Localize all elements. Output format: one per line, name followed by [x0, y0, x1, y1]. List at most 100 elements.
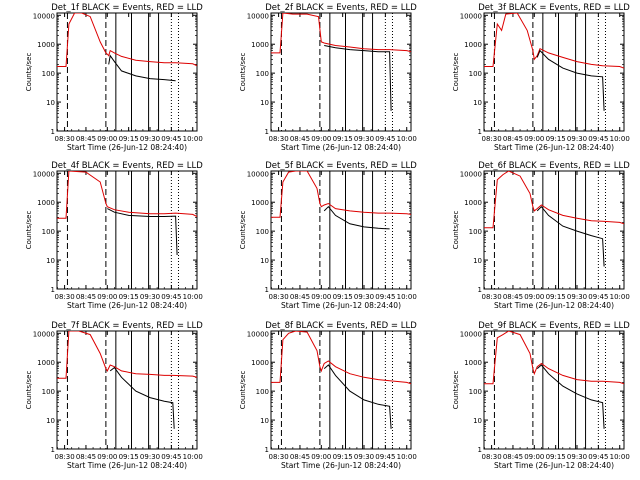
x-tick-label: 09:15 [119, 453, 139, 461]
x-tick-label: 08:30 [54, 135, 74, 143]
series-line-events [536, 364, 605, 429]
y-axis-label: Counts/sec [239, 371, 247, 410]
series-line-events [323, 364, 392, 429]
chart-title: Det_9f BLACK = Events, RED = LLD [478, 321, 630, 331]
series-line-lld [271, 331, 411, 385]
y-tick-label: 1000 [464, 199, 482, 207]
plot-frame [56, 330, 198, 450]
y-tick-label: 100 [469, 388, 482, 396]
series-line-events [109, 366, 175, 429]
chart-panel: Det_4f BLACK = Events, RED = LLD 1 10 100 10… [25, 161, 203, 310]
x-tick-label: 09:00 [524, 293, 544, 301]
chart-title: Det_4f BLACK = Events, RED = LLD [51, 161, 203, 171]
x-tick-label: 09:45 [588, 135, 608, 143]
x-tick-label: 09:15 [333, 453, 353, 461]
y-tick-label: 1000 [464, 41, 482, 49]
y-tick-label: 10000 [33, 170, 55, 178]
y-tick-label: 100 [42, 70, 55, 78]
x-tick-label: 08:30 [481, 453, 501, 461]
x-tick-label: 09:15 [546, 293, 566, 301]
x-tick-label: 09:00 [524, 453, 544, 461]
plot-frame [270, 330, 412, 450]
x-axis-label: Start Time (26-Jun-12 08:24:40) [281, 301, 401, 310]
x-tick-label: 08:30 [268, 293, 288, 301]
y-tick-label: 10000 [247, 170, 269, 178]
x-tick-label: 08:45 [290, 293, 310, 301]
x-tick-label: 10:00 [397, 453, 417, 461]
x-tick-label: 09:15 [333, 293, 353, 301]
chart-title: Det_8f BLACK = Events, RED = LLD [265, 321, 417, 331]
y-tick-label: 1000 [37, 41, 55, 49]
x-tick-label: 08:45 [290, 453, 310, 461]
series-line-lld [57, 171, 197, 219]
x-tick-label: 08:45 [503, 293, 523, 301]
y-tick-label: 1000 [251, 41, 269, 49]
x-tick-label: 08:30 [54, 293, 74, 301]
x-tick-label: 09:00 [97, 135, 117, 143]
chart-title: Det_3f BLACK = Events, RED = LLD [478, 3, 630, 13]
plot-frame [483, 330, 625, 450]
y-tick-label: 10 [473, 99, 482, 107]
x-tick-label: 09:30 [354, 453, 374, 461]
x-tick-label: 09:45 [161, 293, 181, 301]
x-tick-label: 09:30 [354, 135, 374, 143]
x-tick-label: 09:30 [567, 453, 587, 461]
chart-panel: Det_2f BLACK = Events, RED = LLD 1 10 100 10… [239, 3, 417, 152]
x-tick-label: 09:45 [588, 453, 608, 461]
series-line-lld [271, 13, 411, 54]
y-tick-label: 10 [46, 417, 55, 425]
series-line-events [323, 205, 390, 230]
y-axis-label: Counts/sec [239, 211, 247, 250]
x-tick-label: 09:00 [311, 453, 331, 461]
x-tick-label: 09:15 [546, 453, 566, 461]
chart-panel: Det_7f BLACK = Events, RED = LLD 1 10 100 10… [25, 321, 203, 470]
chart-title: Det_7f BLACK = Events, RED = LLD [51, 321, 203, 331]
y-tick-label: 100 [469, 70, 482, 78]
chart-title: Det_2f BLACK = Events, RED = LLD [265, 3, 417, 13]
x-tick-label: 08:45 [503, 453, 523, 461]
chart-panel: Det_3f BLACK = Events, RED = LLD 1 10 100 10… [452, 3, 630, 152]
x-axis-label: Start Time (26-Jun-12 08:24:40) [494, 143, 614, 152]
plot-frame [270, 12, 412, 132]
x-tick-label: 09:30 [140, 453, 160, 461]
series-line-events [536, 205, 605, 267]
x-axis-label: Start Time (26-Jun-12 08:24:40) [494, 301, 614, 310]
x-tick-label: 09:30 [140, 135, 160, 143]
series-line-lld [484, 13, 624, 69]
plot-frame [270, 170, 412, 290]
x-tick-label: 08:45 [290, 135, 310, 143]
x-tick-label: 08:30 [481, 293, 501, 301]
y-tick-label: 1 [265, 446, 269, 454]
y-tick-label: 1 [478, 286, 482, 294]
y-tick-label: 10000 [247, 330, 269, 338]
x-tick-label: 09:15 [119, 135, 139, 143]
y-tick-label: 10 [473, 257, 482, 265]
y-tick-label: 100 [256, 70, 269, 78]
x-tick-label: 09:00 [311, 135, 331, 143]
x-tick-label: 08:30 [268, 135, 288, 143]
y-axis-label: Counts/sec [452, 371, 460, 410]
x-tick-label: 09:45 [588, 293, 608, 301]
series-line-events [108, 54, 176, 82]
x-tick-label: 09:45 [375, 135, 395, 143]
x-tick-label: 08:45 [503, 135, 523, 143]
x-tick-label: 08:45 [76, 453, 96, 461]
x-tick-label: 10:00 [610, 293, 630, 301]
y-tick-label: 1000 [464, 359, 482, 367]
x-axis-label: Start Time (26-Jun-12 08:24:40) [281, 143, 401, 152]
chart-title: Det_6f BLACK = Events, RED = LLD [478, 161, 630, 171]
y-tick-label: 1000 [251, 359, 269, 367]
x-axis-label: Start Time (26-Jun-12 08:24:40) [67, 301, 187, 310]
y-tick-label: 1 [265, 128, 269, 136]
y-tick-label: 10 [46, 257, 55, 265]
panels-group: Det_1f BLACK = Events, RED = LLD11010010… [25, 3, 630, 470]
y-tick-label: 1 [51, 446, 55, 454]
series-line-events [324, 45, 392, 111]
x-tick-label: 08:30 [54, 453, 74, 461]
x-tick-label: 08:30 [268, 453, 288, 461]
x-axis-label: Start Time (26-Jun-12 08:24:40) [67, 143, 187, 152]
y-tick-label: 10 [260, 99, 269, 107]
y-axis-label: Counts/sec [452, 53, 460, 92]
x-tick-label: 09:00 [97, 293, 117, 301]
